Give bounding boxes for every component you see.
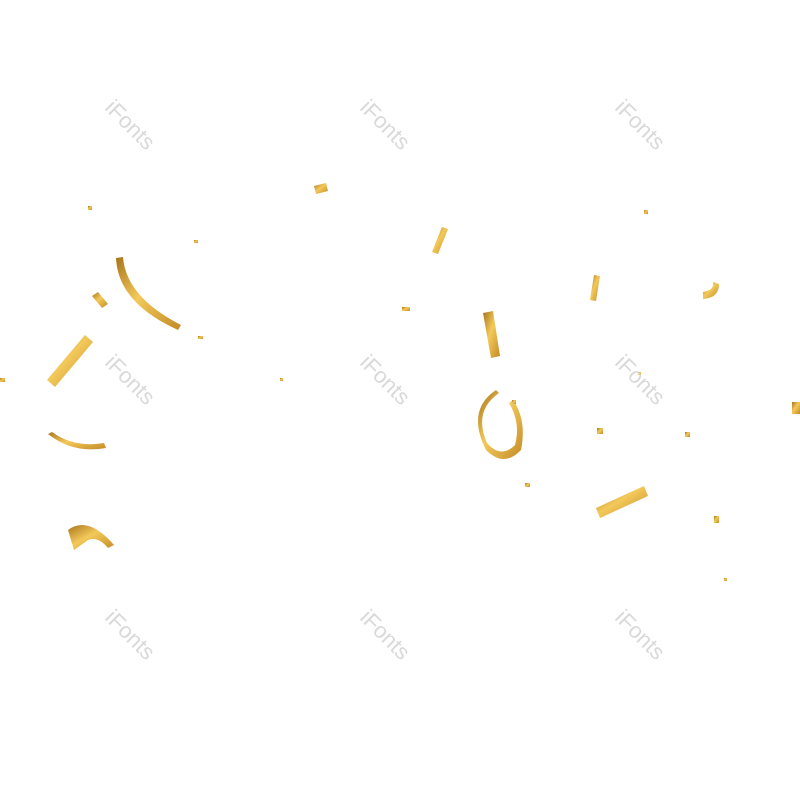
- confetti-bit: [194, 240, 198, 243]
- confetti-bit: [685, 432, 690, 437]
- confetti-bit: [512, 400, 516, 404]
- confetti-bit: [724, 578, 727, 581]
- confetti-bit: [88, 206, 92, 210]
- confetti-strip: [596, 486, 648, 518]
- confetti-bit: [280, 378, 283, 381]
- confetti-bit: [792, 402, 800, 414]
- confetti-bit: [597, 428, 603, 434]
- confetti-ribbon: [48, 432, 106, 450]
- confetti-strip: [590, 275, 600, 301]
- confetti-strip: [432, 227, 448, 254]
- confetti-bit: [714, 516, 719, 523]
- confetti-strip: [314, 183, 328, 194]
- confetti-bit: [0, 378, 5, 382]
- confetti-strip: [92, 292, 108, 308]
- confetti-bit: [638, 372, 641, 375]
- confetti-bit: [402, 307, 410, 311]
- confetti-bit: [198, 336, 203, 339]
- confetti-ribbon: [703, 282, 719, 299]
- confetti-ribbon: [116, 257, 181, 330]
- confetti-ribbon: [478, 390, 523, 459]
- confetti-strip: [483, 311, 500, 358]
- confetti-bit: [644, 210, 648, 214]
- confetti-strip: [47, 335, 93, 387]
- confetti-ribbon: [68, 525, 114, 550]
- confetti-bit: [525, 483, 530, 487]
